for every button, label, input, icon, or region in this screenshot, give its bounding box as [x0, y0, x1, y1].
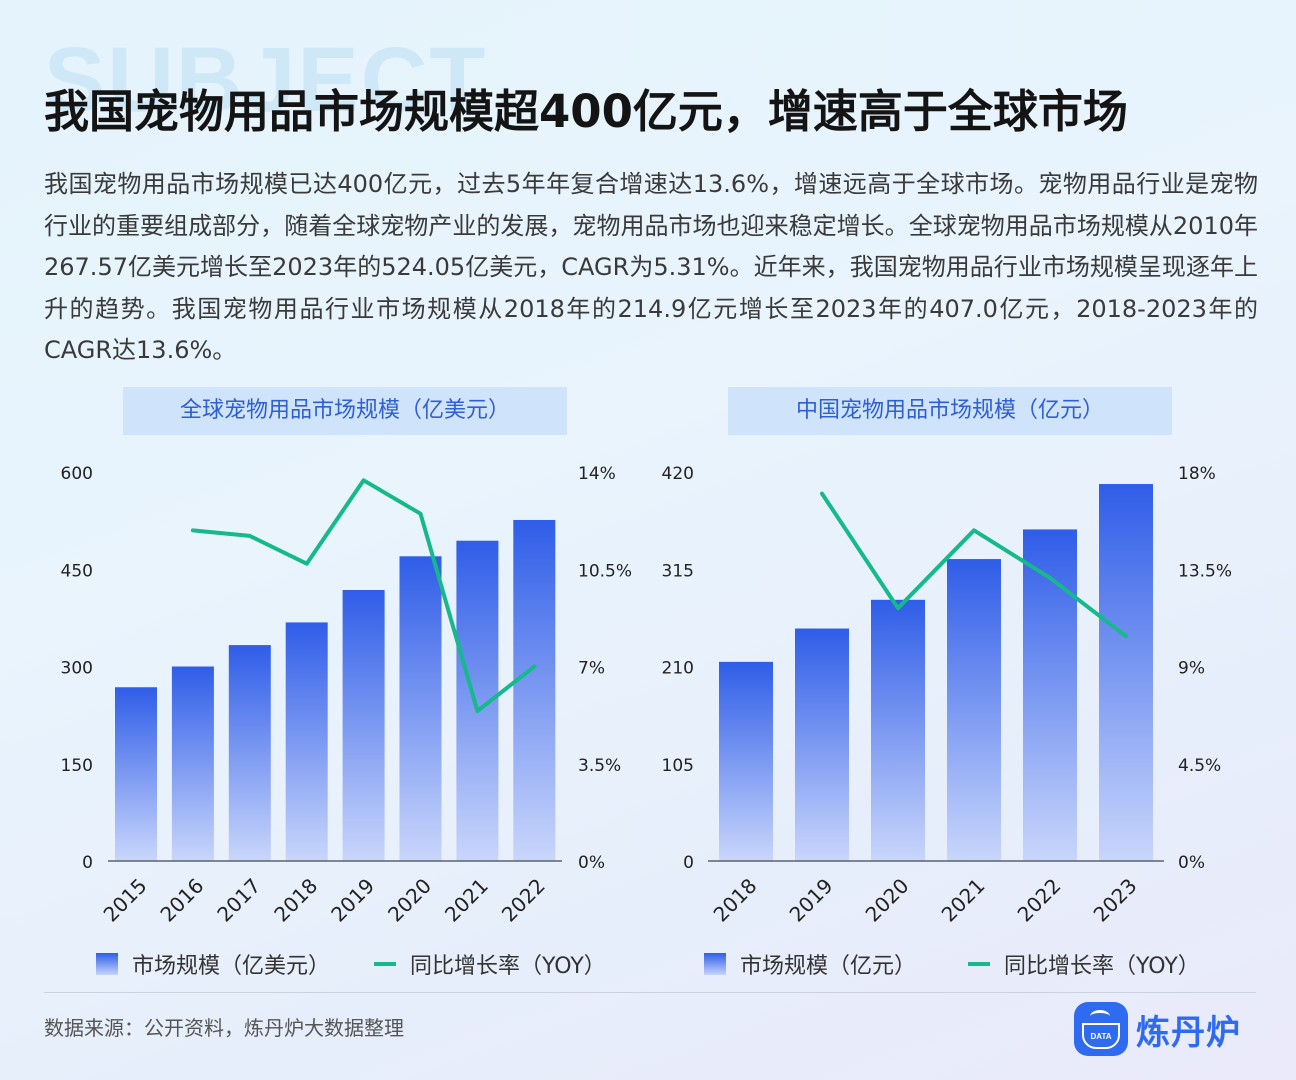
- bar: [871, 599, 925, 861]
- bar: [1023, 529, 1077, 861]
- x-tick-label: 2020: [861, 874, 914, 927]
- y-left-tick-label: 420: [662, 464, 694, 484]
- legend-bar-swatch: [96, 953, 118, 975]
- bar: [399, 556, 442, 861]
- y-right-tick-label: 0%: [578, 853, 605, 873]
- bar: [115, 687, 157, 861]
- legend-line-swatch: [374, 962, 397, 966]
- x-tick-label: 2022: [1013, 874, 1066, 927]
- y-right-tick-label: 18%: [1178, 464, 1216, 484]
- chart-title-global: 全球宠物用品市场规模（亿美元）: [123, 387, 567, 435]
- bar: [795, 628, 849, 861]
- x-tick-label: 2017: [212, 874, 265, 927]
- x-tick-label: 2016: [155, 874, 208, 927]
- bar: [342, 589, 385, 861]
- y-left-tick-label: 450: [61, 561, 93, 581]
- legend-item-bar: 市场规模（亿美元）: [96, 948, 330, 980]
- y-right-tick-label: 4.5%: [1178, 756, 1221, 776]
- x-tick-label: 2015: [99, 874, 152, 927]
- bar: [947, 559, 1001, 861]
- y-right-tick-label: 7%: [578, 659, 605, 679]
- y-left-tick-label: 150: [61, 756, 93, 776]
- y-left-tick-label: 0: [683, 853, 694, 873]
- legend-label-bar: 市场规模（亿元）: [740, 954, 917, 979]
- bar: [285, 622, 328, 861]
- brand-logo: DATA 炼丹炉: [1074, 1002, 1241, 1056]
- x-tick-label: 2018: [269, 874, 322, 927]
- x-tick-label: 2018: [709, 874, 762, 927]
- cauldron-icon: DATA: [1074, 1002, 1128, 1056]
- y-right-tick-label: 9%: [1178, 659, 1205, 679]
- legend-china: 市场规模（亿元） 同比增长率（YOY）: [704, 948, 1200, 980]
- y-left-tick-label: 105: [662, 756, 694, 776]
- y-right-tick-label: 13.5%: [1178, 561, 1232, 581]
- chart-title-china: 中国宠物用品市场规模（亿元）: [728, 387, 1172, 435]
- x-tick-label: 2022: [497, 874, 550, 927]
- footer-divider: [44, 992, 1256, 993]
- y-right-tick-label: 10.5%: [578, 561, 632, 581]
- x-tick-label: 2019: [326, 874, 379, 927]
- logo-text: 炼丹炉: [1136, 1012, 1241, 1053]
- legend-global: 市场规模（亿美元） 同比增长率（YOY）: [96, 948, 606, 980]
- page-title: 我国宠物用品市场规模超400亿元，增速高于全球市场: [44, 85, 1128, 138]
- legend-item-line: 同比增长率（YOY）: [374, 948, 606, 980]
- legend-label-line: 同比增长率（YOY）: [410, 954, 606, 979]
- swirl-shape: [1090, 1010, 1110, 1023]
- legend-line-swatch: [968, 962, 991, 966]
- source-note: 数据来源：公开资料，炼丹炉大数据整理: [44, 1016, 404, 1040]
- x-tick-label: 2023: [1089, 874, 1142, 927]
- description: 我国宠物用品市场规模已达400亿元，过去5年年复合增速达13.6%，增速远高于全…: [44, 170, 1258, 364]
- y-right-tick-label: 3.5%: [578, 756, 621, 776]
- legend-item-line: 同比增长率（YOY）: [968, 948, 1200, 980]
- x-tick-label: 2020: [383, 874, 436, 927]
- y-left-tick-label: 315: [662, 561, 694, 581]
- legend-label-bar: 市场规模（亿美元）: [132, 954, 331, 979]
- x-tick-label: 2021: [440, 874, 493, 927]
- y-left-tick-label: 210: [662, 659, 694, 679]
- watermark: SUBJECT: [44, 29, 488, 131]
- y-right-tick-label: 14%: [578, 464, 616, 484]
- y-right-tick-label: 0%: [1178, 853, 1205, 873]
- y-left-tick-label: 600: [61, 464, 93, 484]
- bar: [1099, 484, 1153, 861]
- y-left-tick-label: 300: [61, 659, 93, 679]
- bar: [513, 519, 556, 861]
- y-left-tick-label: 0: [82, 853, 93, 873]
- legend-item-bar: 市场规模（亿元）: [704, 948, 916, 980]
- x-tick-label: 2019: [785, 874, 838, 927]
- x-tick-label: 2021: [937, 874, 990, 927]
- legend-bar-swatch: [704, 953, 726, 975]
- legend-label-line: 同比增长率（YOY）: [1004, 954, 1200, 979]
- chart-china: 0 105 210 315 420 0% 4.5% 9% 13.5% 18% 2018 2019 202…: [662, 464, 1232, 927]
- bar: [228, 645, 271, 861]
- bar: [719, 661, 773, 861]
- bar: [171, 666, 214, 861]
- logo-icon-text: DATA: [1082, 1023, 1120, 1049]
